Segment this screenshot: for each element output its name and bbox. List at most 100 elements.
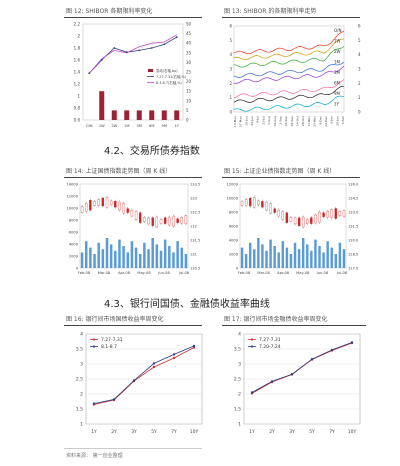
fig13-xtick: 22-Jul bbox=[261, 116, 265, 125]
f15-ytick-right: 130.0 bbox=[348, 239, 359, 243]
fig13-series-label: 1M bbox=[334, 60, 341, 65]
f14-volume-bar bbox=[118, 239, 121, 268]
fig13-series-label: 1Y bbox=[334, 102, 340, 107]
fig17-title: 图 17: 银行间市场金融债收益率周变化 bbox=[224, 316, 328, 323]
fig12-point bbox=[88, 72, 91, 75]
f14-candle bbox=[114, 201, 117, 208]
fig16-series-line bbox=[93, 345, 195, 404]
fig12-ytick-left: 2.2 bbox=[74, 22, 81, 27]
fig16-xtick: 3Y bbox=[131, 429, 137, 435]
fig16-ytick: 3.5 bbox=[76, 347, 83, 353]
fig13-xtick: 19-Aug bbox=[273, 116, 277, 127]
f15-volume-bar bbox=[297, 249, 301, 268]
f14-ytick-left: 8000 bbox=[69, 219, 79, 223]
f15-candle bbox=[314, 214, 317, 224]
f15-xtick: Apr-08 bbox=[277, 271, 290, 275]
f14-volume-bar bbox=[126, 252, 130, 268]
fig17-rule bbox=[222, 325, 366, 326]
f14-ytick-right: 131 bbox=[190, 253, 197, 257]
f15-xtick: Jul-08 bbox=[336, 271, 348, 275]
fig16-xtick: 7Y bbox=[171, 429, 177, 435]
fig16-ytick: 1.5 bbox=[76, 407, 83, 413]
f14-xtick: Feb-08 bbox=[78, 271, 91, 275]
fig12-xtick: 3M bbox=[137, 124, 142, 128]
f15-ytick-left: 0 bbox=[236, 267, 239, 271]
f15-volume-bar bbox=[318, 246, 321, 268]
f15-volume-bar bbox=[342, 249, 346, 268]
fig13-ytick-left: 6 bbox=[229, 24, 232, 29]
fig12-ytick-right: 50 bbox=[186, 22, 192, 27]
fig12-bar bbox=[111, 110, 117, 120]
fig16-data-point bbox=[132, 379, 136, 382]
fig12-legend-label: 变动(右轴,bp) bbox=[156, 68, 178, 73]
fig16-ytick: 1 bbox=[80, 422, 83, 428]
fig13-ytick-right: 3 bbox=[358, 67, 361, 72]
fig13-ytick-right: 4 bbox=[358, 52, 361, 57]
fig17-legend-marker bbox=[250, 338, 254, 341]
f15-candle bbox=[240, 201, 244, 206]
fig16-data-point bbox=[172, 353, 176, 356]
fig13-xtick: 24-Jun bbox=[250, 116, 254, 126]
fig16-data-point bbox=[92, 402, 96, 405]
f14-ytick-left: 4000 bbox=[69, 243, 79, 247]
f14-candle bbox=[101, 197, 105, 207]
f14-ytick-left: 0 bbox=[76, 267, 79, 271]
f14-volume-bar bbox=[84, 241, 88, 268]
f14-volume-bar bbox=[138, 254, 142, 268]
fig16-data-point bbox=[112, 398, 116, 401]
fig12-rule bbox=[64, 17, 202, 18]
fig12-bar bbox=[136, 110, 142, 120]
fig12-title: 图 12: SHIBOR 各期限利率变化 bbox=[66, 8, 153, 15]
fig16-rule bbox=[64, 325, 202, 326]
fig13-ytick-right: 2 bbox=[358, 81, 361, 86]
fig12-ytick-left: 1.6 bbox=[74, 58, 81, 63]
f14-candle bbox=[172, 215, 175, 227]
fig13-xtick: 8-Jul bbox=[256, 116, 260, 123]
fig17-xtick: 7Y bbox=[329, 429, 335, 435]
f15-volume-bar bbox=[240, 247, 244, 268]
f14-ytick-left: 14000 bbox=[67, 183, 79, 187]
f15-volume-bar bbox=[273, 246, 276, 268]
fig13-plot-frame bbox=[233, 25, 345, 113]
fig14-rule bbox=[64, 177, 202, 178]
fig12-xtick: 6M bbox=[149, 124, 154, 128]
f14-volume-bar bbox=[172, 252, 175, 268]
fig12-xtick: 1M bbox=[124, 124, 129, 128]
fig17-xtick: 3Y bbox=[289, 429, 295, 435]
f15-candle bbox=[281, 211, 284, 220]
fig13-xtick: 28-Oct bbox=[301, 115, 305, 126]
f14-volume-bar bbox=[180, 247, 184, 268]
fig12-bar bbox=[124, 110, 130, 120]
fig13-ytick-right: 6 bbox=[358, 24, 361, 29]
fig12-point bbox=[175, 36, 178, 39]
f15-candle bbox=[322, 212, 325, 217]
f14-candle bbox=[122, 203, 125, 214]
f15-volume-bar bbox=[306, 244, 309, 268]
fig13-ytick-left: 0 bbox=[229, 110, 232, 115]
fig17-legend-marker bbox=[250, 345, 254, 348]
f14-xtick: Jul-08 bbox=[178, 271, 190, 275]
fig16-data-point bbox=[172, 356, 176, 360]
fig12-point bbox=[150, 47, 153, 49]
fig13-series-label: 6M bbox=[334, 81, 341, 86]
f14-volume-bar bbox=[105, 238, 109, 268]
f14-candle bbox=[118, 201, 121, 211]
fig12-ytick-right: 35 bbox=[186, 50, 192, 55]
fig12-ytick-right: 15 bbox=[186, 89, 192, 94]
f15-candle bbox=[289, 217, 293, 222]
fig12-series-8-3 bbox=[88, 34, 177, 74]
fig17-ytick: 1.5 bbox=[234, 407, 241, 413]
fig16-ytick: 4 bbox=[80, 332, 83, 338]
fig16-series-line bbox=[93, 347, 195, 405]
fig15-chart: 12000 10000 8000 6000 4000 2000 0 136.0 134.5 133… bbox=[227, 183, 359, 276]
f14-xtick: Jun-08 bbox=[157, 271, 170, 275]
f15-candle bbox=[334, 208, 337, 219]
fig12-point bbox=[125, 51, 128, 54]
f14-volume-bar bbox=[134, 247, 138, 268]
f15-volume-bar bbox=[334, 254, 338, 268]
f14-volume-bar bbox=[80, 252, 84, 268]
fig17-ytick: 2.5 bbox=[234, 377, 241, 383]
fig13-ytick-left: 3 bbox=[229, 67, 232, 72]
fig13-rule bbox=[222, 17, 360, 18]
f14-xtick: Mar-08 bbox=[98, 271, 111, 275]
